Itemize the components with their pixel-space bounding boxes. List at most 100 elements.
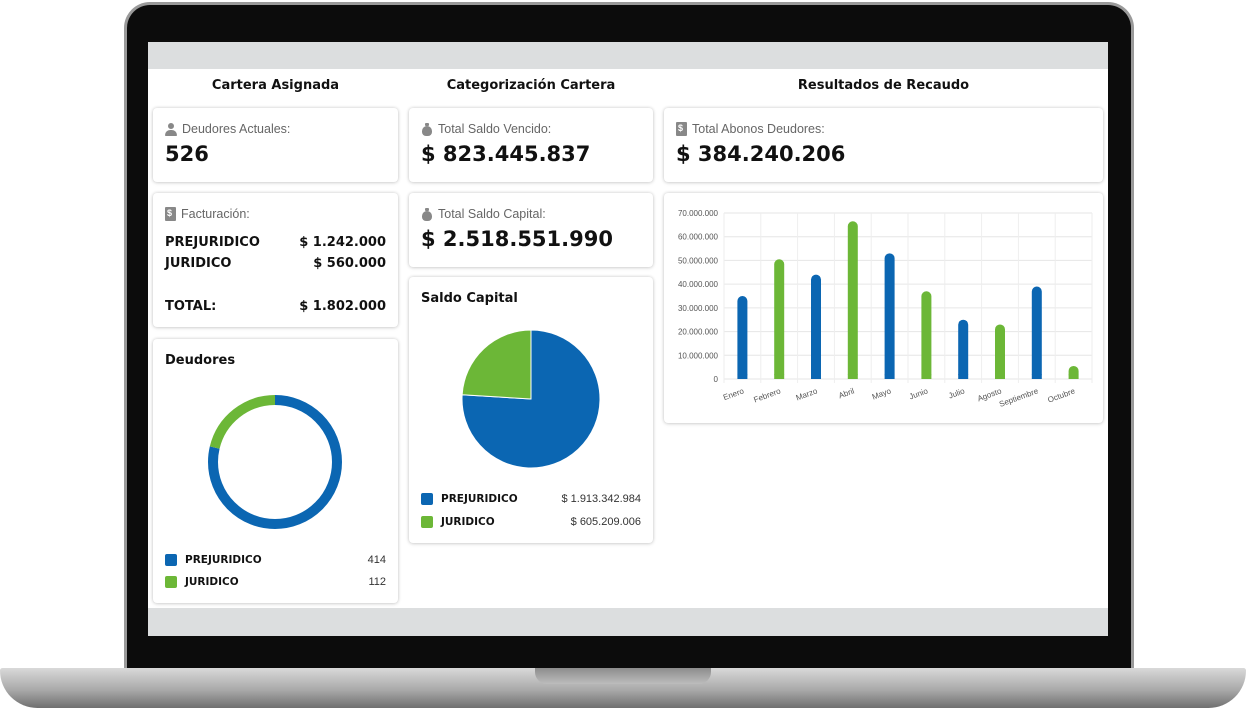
deudores-actuales-text: Deudores Actuales:: [182, 122, 291, 136]
abonos-card: Total Abonos Deudores: $ 384.240.206: [664, 108, 1103, 182]
recaudo-bar-chart: 0 10.000.000 20.000.000 30.000.000 40.000.00…: [678, 209, 1093, 409]
bar-julio: [958, 319, 969, 379]
facturacion-row-name: JURIDICO: [165, 256, 232, 271]
y-tick-label: 50.000.000: [678, 256, 719, 265]
bar-base-agosto: [995, 374, 1005, 379]
bar-febrero: [774, 259, 785, 379]
legend-value: $ 1.913.342.984: [561, 493, 641, 505]
bar-base-abril: [847, 374, 858, 379]
saldo-capital-total-text: Total Saldo Capital:: [438, 207, 546, 221]
top-bar: [148, 42, 1108, 69]
money-bag-icon: [421, 122, 433, 136]
bar-agosto: [995, 324, 1005, 379]
facturacion-row-value: $ 560.000: [313, 256, 386, 271]
y-tick-label: 30.000.000: [678, 304, 719, 313]
donut-segment-juridico: [208, 395, 342, 529]
column-title-resultados: Resultados de Recaudo: [797, 78, 970, 93]
saldo-capital-legend-juridico: JURIDICO $ 605.209.006: [421, 516, 641, 528]
bar-marzo: [811, 274, 821, 379]
deudores-title: Deudores: [165, 353, 236, 368]
saldo-capital-total-label: Total Saldo Capital:: [421, 207, 546, 221]
facturacion-label: Facturación:: [165, 207, 250, 221]
bar-base-septiembre: [1031, 374, 1042, 379]
abonos-text: Total Abonos Deudores:: [692, 122, 825, 136]
saldo-capital-total-card: Total Saldo Capital: $ 2.518.551.990: [409, 193, 653, 267]
x-tick-label: Junio: [908, 386, 930, 401]
facturacion-text: Facturación:: [181, 207, 250, 221]
invoice-icon: [165, 207, 176, 221]
deudores-donut-chart: [208, 395, 342, 529]
legend-swatch-prejuridico: [165, 554, 177, 566]
bar-base-febrero: [774, 374, 785, 379]
x-tick-label: Abril: [837, 386, 855, 400]
screen: Cartera Asignada Categorización Cartera …: [148, 42, 1108, 636]
legend-name: PREJURIDICO: [185, 554, 262, 566]
deudores-actuales-label: Deudores Actuales:: [165, 122, 290, 136]
x-tick-label: Mayo: [871, 386, 893, 401]
legend-value: 414: [367, 554, 386, 566]
deudores-actuales-card: Deudores Actuales: 526: [153, 108, 398, 182]
bar-mayo: [884, 253, 895, 379]
saldo-capital-total-value: $ 2.518.551.990: [421, 227, 613, 251]
facturacion-row-value: $ 1.242.000: [299, 235, 386, 250]
y-tick-label: 60.000.000: [678, 233, 719, 242]
bar-abril: [847, 221, 858, 379]
x-tick-label: Marzo: [795, 386, 819, 402]
money-bag-icon: [421, 207, 433, 221]
legend-name: JURIDICO: [441, 516, 495, 528]
facturacion-total: TOTAL: $ 1.802.000: [165, 299, 386, 314]
abonos-label: Total Abonos Deudores:: [676, 122, 825, 136]
saldo-capital-pie-chart: [461, 329, 601, 469]
facturacion-total-value: $ 1.802.000: [299, 299, 386, 314]
recaudo-chart-card: 0 10.000.000 20.000.000 30.000.000 40.000.00…: [664, 193, 1103, 423]
legend-value: $ 605.209.006: [570, 516, 641, 528]
y-tick-label: 0: [714, 375, 719, 384]
deudores-actuales-value: 526: [165, 142, 209, 166]
legend-swatch-juridico: [165, 576, 177, 588]
saldo-capital-card: Saldo Capital PREJURIDICO $ 1.913.342.98…: [409, 277, 653, 543]
bar-base-julio: [958, 374, 969, 379]
saldo-capital-title: Saldo Capital: [421, 291, 518, 306]
facturacion-total-label: TOTAL:: [165, 299, 217, 314]
facturacion-row-name: PREJURIDICO: [165, 235, 260, 250]
legend-swatch-juridico: [421, 516, 433, 528]
saldo-vencido-value: $ 823.445.837: [421, 142, 591, 166]
legend-name: PREJURIDICO: [441, 493, 518, 505]
bar-base-mayo: [884, 374, 895, 379]
facturacion-row-juridico: JURIDICO $ 560.000: [165, 256, 386, 271]
x-tick-label: Febrero: [752, 386, 782, 404]
bar-junio: [921, 291, 932, 379]
bottom-bar: [148, 608, 1108, 636]
saldo-vencido-card: Total Saldo Vencido: $ 823.445.837: [409, 108, 653, 182]
x-tick-label: Septiembre: [998, 386, 1040, 409]
abonos-value: $ 384.240.206: [676, 142, 846, 166]
dashboard: Cartera Asignada Categorización Cartera …: [148, 69, 1108, 608]
bar-base-octubre: [1068, 374, 1079, 379]
deudores-card: Deudores PREJURIDICO 414 JURIDICO 112: [153, 339, 398, 603]
x-tick-label: Enero: [722, 386, 746, 402]
y-tick-label: 10.000.000: [678, 351, 719, 360]
bar-enero: [737, 296, 748, 379]
laptop-notch: [535, 668, 711, 684]
invoice-icon: [676, 122, 687, 136]
user-icon: [165, 122, 177, 136]
saldo-capital-legend-prejuridico: PREJURIDICO $ 1.913.342.984: [421, 493, 641, 505]
deudores-legend-juridico: JURIDICO 112: [165, 576, 386, 588]
bar-base-enero: [737, 374, 748, 379]
bar-septiembre: [1031, 286, 1042, 379]
bar-base-junio: [921, 374, 932, 379]
x-tick-label: Julio: [947, 386, 966, 400]
legend-name: JURIDICO: [185, 576, 239, 588]
deudores-legend-prejuridico: PREJURIDICO 414: [165, 554, 386, 566]
column-title-cartera-asignada: Cartera Asignada: [211, 78, 340, 93]
legend-value: 112: [368, 576, 386, 588]
pie-slice-juridico: [461, 329, 532, 400]
saldo-vencido-label: Total Saldo Vencido:: [421, 122, 551, 136]
y-tick-label: 20.000.000: [678, 328, 719, 337]
saldo-vencido-text: Total Saldo Vencido:: [438, 122, 552, 136]
column-title-categorizacion: Categorización Cartera: [446, 78, 616, 93]
y-tick-label: 40.000.000: [678, 280, 719, 289]
facturacion-card: Facturación: PREJURIDICO $ 1.242.000 JUR…: [153, 193, 398, 327]
x-tick-label: Octubre: [1046, 386, 1076, 404]
legend-swatch-prejuridico: [421, 493, 433, 505]
